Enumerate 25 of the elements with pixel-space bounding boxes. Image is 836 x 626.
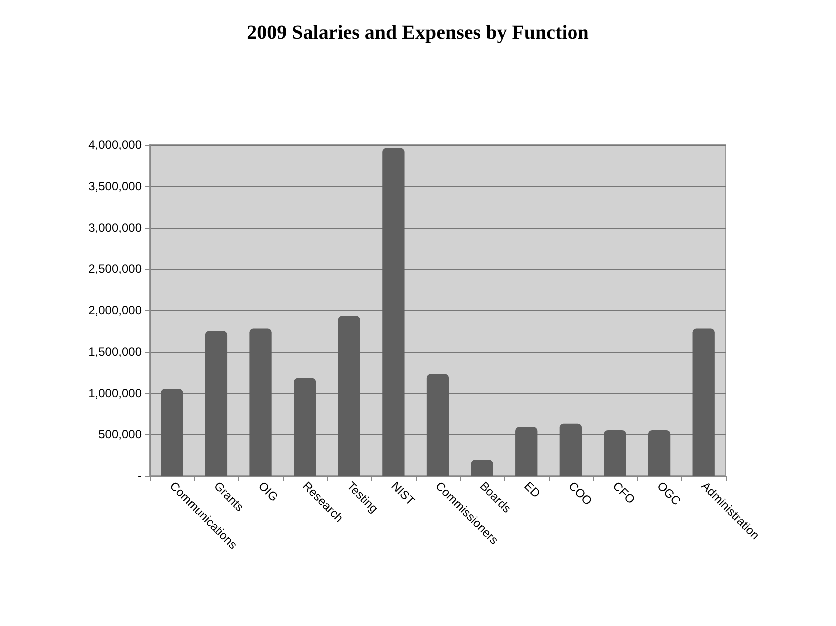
y-tick-label: 2,000,000 bbox=[88, 304, 142, 318]
bar bbox=[382, 148, 405, 476]
bar bbox=[560, 424, 582, 476]
y-tick-label: 1,500,000 bbox=[88, 344, 142, 359]
x-tick-label: ED bbox=[522, 479, 544, 501]
y-tick-label: 3,000,000 bbox=[88, 220, 142, 235]
bar bbox=[648, 430, 671, 476]
bar bbox=[516, 427, 538, 476]
bar bbox=[250, 328, 272, 476]
bar bbox=[161, 389, 184, 476]
y-tick-label: 500,000 bbox=[98, 428, 142, 442]
bar bbox=[471, 460, 494, 476]
x-tick-label: OIG bbox=[256, 479, 282, 504]
chart-title: 2009 Salaries and Expenses by Function bbox=[247, 22, 589, 44]
bar bbox=[338, 316, 360, 476]
bar bbox=[692, 328, 715, 476]
y-tick-label: 4,000,000 bbox=[88, 138, 142, 152]
bar bbox=[205, 331, 228, 476]
y-tick-label: 1,000,000 bbox=[88, 386, 142, 400]
y-tick-label: 3,500,000 bbox=[88, 179, 142, 194]
bar bbox=[604, 430, 626, 476]
y-tick-label: - bbox=[138, 469, 142, 483]
bar bbox=[426, 374, 450, 476]
y-tick-label: 2,500,000 bbox=[88, 262, 142, 276]
bar bbox=[294, 378, 316, 476]
